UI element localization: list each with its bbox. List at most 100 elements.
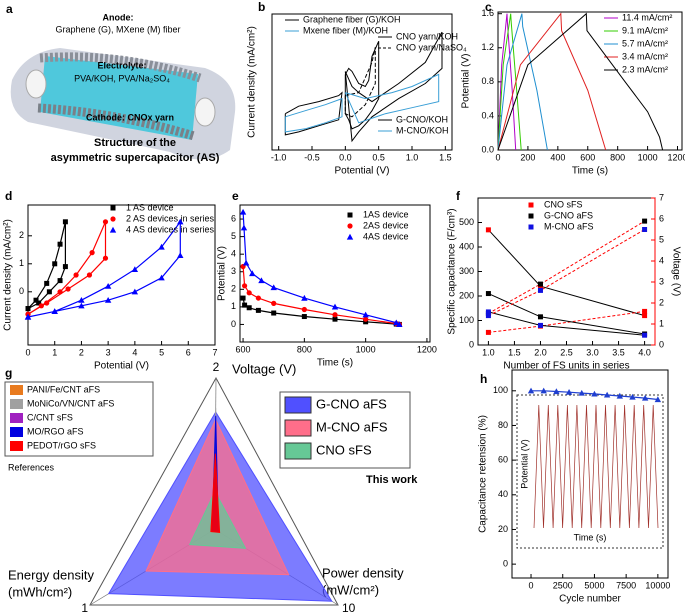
x-tick-label: 7500 <box>616 580 636 590</box>
inset-y-title: Potential (V) <box>519 439 529 489</box>
y2-tick-label: 5 <box>659 234 664 244</box>
marker <box>301 306 307 313</box>
plot-frame <box>271 13 453 151</box>
marker <box>485 313 491 319</box>
x-axis-title: Time (s) <box>572 166 608 177</box>
x-tick-label: 5000 <box>584 580 604 590</box>
y-axis-title: Current density (mA/cm²) <box>3 219 14 331</box>
marker <box>249 270 256 277</box>
marker <box>629 393 636 400</box>
marker <box>25 306 31 312</box>
x-tick-label: 0 <box>25 347 30 357</box>
references-label: References <box>8 462 55 472</box>
marker <box>537 322 543 328</box>
marker <box>271 310 277 316</box>
marker <box>332 316 338 322</box>
marker <box>270 284 277 291</box>
legend-label: G-CNO aFS <box>544 210 593 220</box>
x-tick-label: 800 <box>610 152 625 162</box>
series-line <box>27 221 66 310</box>
marker <box>24 313 32 320</box>
y-axis-title: Potential (V) <box>217 246 228 301</box>
marker <box>363 319 369 325</box>
marker <box>102 255 109 261</box>
legend-label: CNO sFS <box>544 199 583 209</box>
marker <box>86 272 93 278</box>
radar-area <box>210 453 221 533</box>
y2-tick-label: 0 <box>659 339 664 349</box>
marker <box>603 391 611 398</box>
marker <box>131 288 139 295</box>
marker <box>239 208 247 215</box>
legend-swatch <box>284 419 312 437</box>
y-tick-label: 6 <box>231 213 236 223</box>
legend-label: CNO yarn/NaSO₄ <box>396 42 467 52</box>
legend-label: MoNiCo/VN/CNT aFS <box>27 398 114 408</box>
x-tick-label: 200 <box>520 152 535 162</box>
marker <box>301 294 308 301</box>
y-tick-label: 0.8 <box>481 76 494 86</box>
marker <box>177 218 184 225</box>
marker <box>246 305 252 311</box>
y-tick-label: 20 <box>498 524 508 534</box>
x-tick-label: 600 <box>580 152 595 162</box>
y-tick-label: 500 <box>459 217 474 227</box>
y-tick-label: 0 <box>231 319 236 329</box>
panel-label: g <box>5 366 12 380</box>
legend-label: M-CNO/KOH <box>396 125 449 135</box>
x-tick-label: 2.0 <box>534 347 547 357</box>
marker <box>553 388 560 395</box>
series-line <box>497 12 607 151</box>
y-tick-label: 0 <box>19 286 24 296</box>
marker <box>38 303 44 309</box>
x-tick-label: 1000 <box>356 344 376 354</box>
x-tick-label: 0.5 <box>372 152 385 162</box>
marker <box>258 277 265 284</box>
caption: asymmetric supercapacitor (AS) <box>51 152 220 164</box>
legend-marker <box>347 212 353 218</box>
marker <box>616 392 624 399</box>
radar-axis-title: Power density <box>322 565 404 580</box>
legend-label: 4 AS devices in series <box>126 224 215 234</box>
marker <box>642 218 648 224</box>
marker <box>393 319 400 326</box>
legend-label: PANI/Fe/CNT aFS <box>27 384 100 394</box>
y-tick-label: 1.2 <box>481 42 494 52</box>
marker <box>242 259 250 266</box>
marker <box>642 227 648 232</box>
x-tick-label: 1 <box>52 347 57 357</box>
x-tick-label: 1.0 <box>482 347 495 357</box>
x-axis-title: Time (s) <box>317 358 353 369</box>
marker <box>363 316 369 322</box>
series-line <box>497 13 548 151</box>
y-tick-label: 40 <box>498 489 508 499</box>
panel-label: d <box>5 189 12 203</box>
y2-tick-label: 7 <box>659 192 664 202</box>
x-tick-label: 2500 <box>553 580 573 590</box>
marker <box>331 303 339 310</box>
legend-label: 1AS device <box>363 209 409 219</box>
legend-label: M-CNO aFS <box>544 221 594 231</box>
this-work-label: This work <box>366 474 418 486</box>
y-tick-label: 3 <box>231 266 236 276</box>
series-line <box>344 73 440 124</box>
legend-marker <box>109 226 117 233</box>
legend-box <box>4 381 154 457</box>
caption: Structure of the <box>94 137 176 149</box>
series-line <box>497 13 517 151</box>
marker <box>57 241 63 247</box>
legend-label: 4AS device <box>363 231 409 241</box>
x-axis-title: Cycle number <box>559 594 621 605</box>
x-axis-title: Potential (V) <box>334 166 389 177</box>
x-tick-label: 0 <box>529 580 534 590</box>
legend-label: G-CNO aFS <box>316 396 387 411</box>
marker <box>271 300 277 306</box>
marker <box>36 300 42 306</box>
y-tick-label: 4 <box>231 249 236 259</box>
series-line <box>284 97 343 133</box>
x-tick-label: 0 <box>495 152 500 162</box>
y-axis-title: Specific capacitance (F/cm³) <box>447 208 458 334</box>
plot-frame <box>239 204 431 343</box>
series-line <box>497 13 522 151</box>
